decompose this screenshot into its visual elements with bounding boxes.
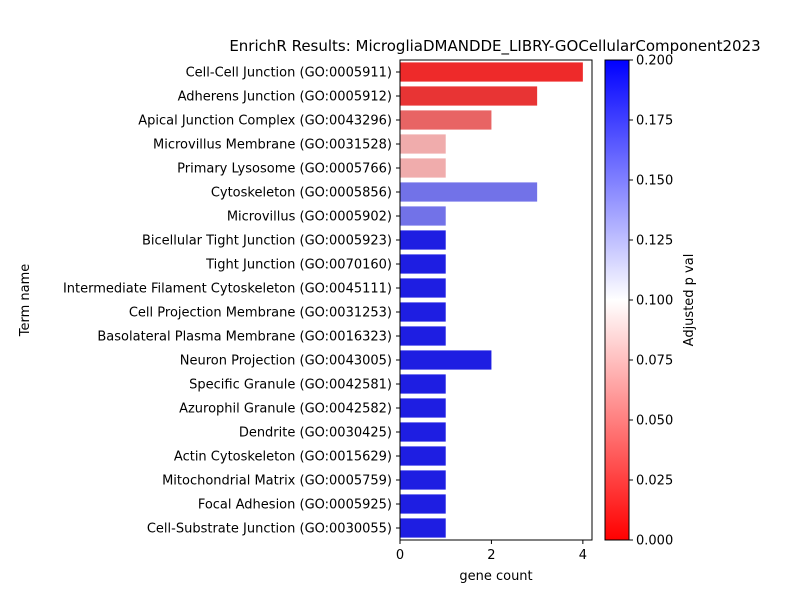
colorbar-ticks: 0.000 0.025 0.050 0.075 0.100 0.125 0.150 0.175… bbox=[629, 54, 673, 549]
y-tick-label: Mitochondrial Matrix (GO:0005759) bbox=[162, 474, 392, 489]
colorbar-tick-label: 0.125 bbox=[636, 234, 673, 249]
colorbar-tick-label: 0.000 bbox=[636, 534, 673, 549]
y-tick-label: Actin Cytoskeleton (GO:0015629) bbox=[174, 450, 392, 465]
y-tick-label: Primary Lysosome (GO:0005766) bbox=[177, 162, 392, 177]
bar bbox=[400, 254, 446, 274]
y-axis-title: Term name bbox=[18, 264, 33, 338]
colorbar-tick-label: 0.025 bbox=[636, 474, 673, 489]
y-tick-label: Microvillus Membrane (GO:0031528) bbox=[153, 138, 392, 153]
colorbar-label: Adjusted p val bbox=[682, 254, 697, 347]
y-tick-label: Neuron Projection (GO:0043005) bbox=[180, 354, 392, 369]
bar bbox=[400, 374, 446, 394]
y-tick-label: Cell-Substrate Junction (GO:0030055) bbox=[147, 522, 392, 537]
colorbar-tick-label: 0.175 bbox=[636, 114, 673, 129]
bar bbox=[400, 134, 446, 154]
bar bbox=[400, 206, 446, 226]
bar bbox=[400, 518, 446, 538]
bar bbox=[400, 470, 446, 490]
x-tick-label: 0 bbox=[396, 548, 404, 563]
bars-layer bbox=[400, 62, 583, 538]
colorbar-tick-label: 0.100 bbox=[636, 294, 673, 309]
x-tick-label: 4 bbox=[579, 548, 587, 563]
y-tick-label: Azurophil Granule (GO:0042582) bbox=[179, 402, 392, 417]
y-tick-label: Apical Junction Complex (GO:0043296) bbox=[138, 114, 392, 129]
bar bbox=[400, 326, 446, 346]
bar bbox=[400, 398, 446, 418]
colorbar-gradient bbox=[605, 60, 629, 540]
x-tick-label: 2 bbox=[487, 548, 495, 563]
bar bbox=[400, 278, 446, 298]
y-tick-label: Focal Adhesion (GO:0005925) bbox=[198, 498, 392, 513]
y-tick-label: Basolateral Plasma Membrane (GO:0016323) bbox=[97, 330, 392, 345]
colorbar-tick-label: 0.150 bbox=[636, 174, 673, 189]
colorbar-tick-label: 0.050 bbox=[636, 414, 673, 429]
bar bbox=[400, 422, 446, 442]
bar bbox=[400, 86, 538, 106]
bar bbox=[400, 110, 492, 130]
y-tick-label: Cytoskeleton (GO:0005856) bbox=[211, 186, 392, 201]
bar bbox=[400, 158, 446, 178]
y-tick-label: Adherens Junction (GO:0005912) bbox=[178, 90, 392, 105]
y-tick-label: Cell Projection Membrane (GO:0031253) bbox=[129, 306, 392, 321]
bar bbox=[400, 494, 446, 514]
bar bbox=[400, 446, 446, 466]
bar bbox=[400, 350, 492, 370]
plot-frame bbox=[399, 59, 593, 541]
bar bbox=[400, 302, 446, 322]
colorbar-tick-label: 0.075 bbox=[636, 354, 673, 369]
chart-title: EnrichR Results: MicrogliaDMANDDE_LIBRY-… bbox=[229, 37, 760, 56]
colorbar-tick-label: 0.200 bbox=[636, 54, 673, 69]
y-tick-label: Cell-Cell Junction (GO:0005911) bbox=[186, 66, 392, 81]
x-axis-title: gene count bbox=[459, 569, 532, 584]
y-tick-label: Tight Junction (GO:0070160) bbox=[205, 258, 392, 273]
x-axis-ticks: 0 2 4 bbox=[396, 540, 587, 563]
bar bbox=[400, 62, 583, 82]
y-tick-labels: Cell-Cell Junction (GO:0005911) Adherens … bbox=[63, 66, 400, 537]
y-tick-label: Microvillus (GO:0005902) bbox=[227, 210, 392, 225]
y-tick-label: Bicellular Tight Junction (GO:0005923) bbox=[142, 234, 392, 249]
y-tick-label: Dendrite (GO:0030425) bbox=[239, 426, 392, 441]
bar bbox=[400, 230, 446, 250]
y-tick-label: Specific Granule (GO:0042581) bbox=[189, 378, 392, 393]
y-tick-label: Intermediate Filament Cytoskeleton (GO:0… bbox=[63, 282, 392, 297]
bar bbox=[400, 182, 538, 202]
